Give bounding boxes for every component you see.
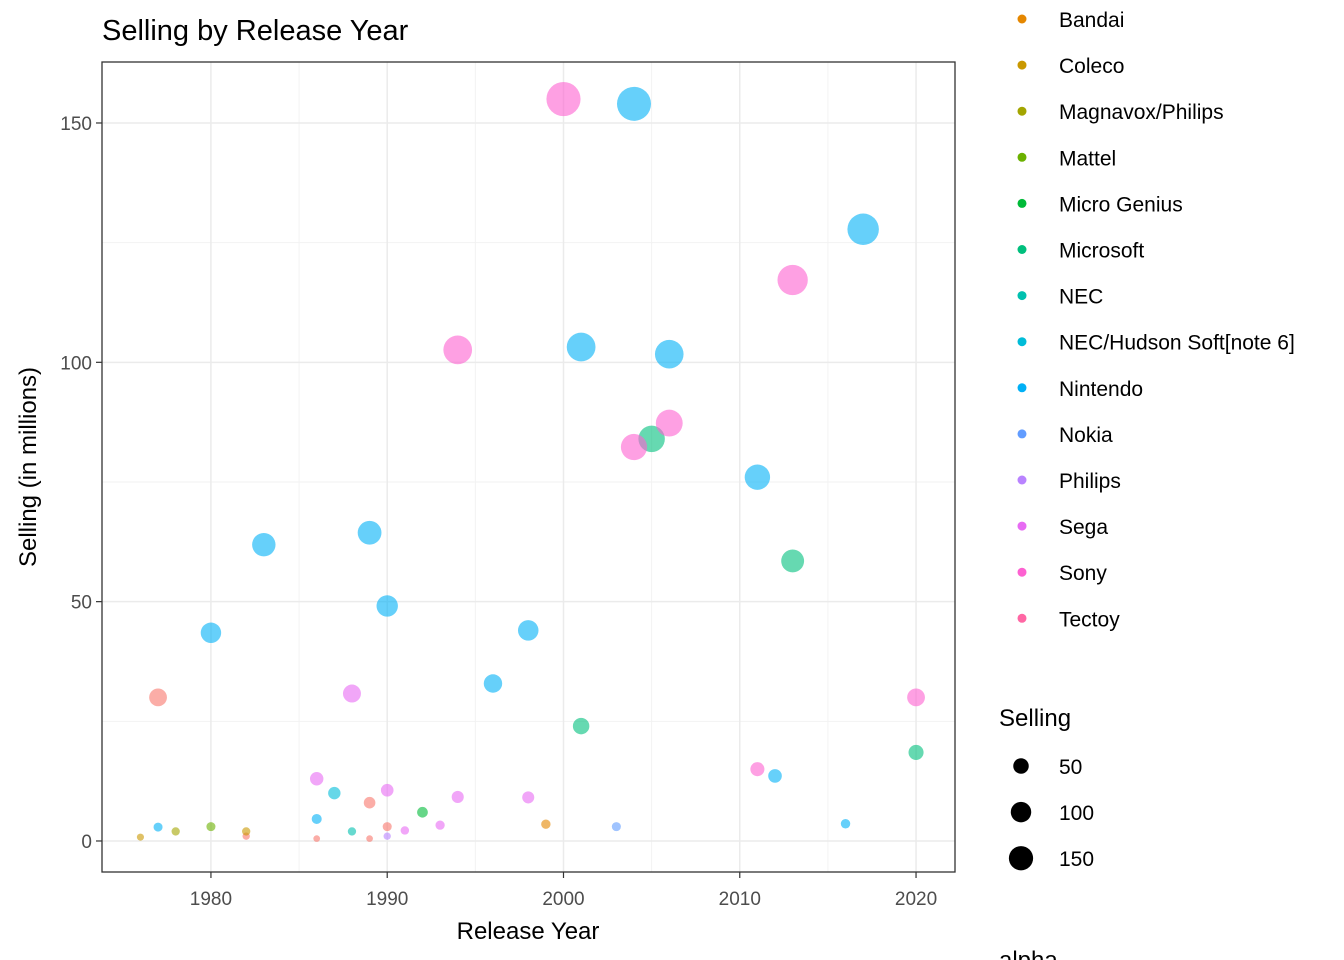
point (357, 520, 382, 545)
panel-border (101, 61, 956, 873)
legend-swatch (1017, 291, 1027, 301)
legend-label: Sony (1059, 562, 1107, 585)
point (768, 769, 782, 783)
x-tick-label: 1980 (190, 889, 232, 910)
point (400, 826, 410, 835)
point (522, 791, 535, 804)
point (342, 684, 361, 703)
legend-label: 100 (1059, 802, 1094, 825)
point (541, 819, 551, 829)
legend-swatch (1017, 106, 1027, 116)
point (451, 790, 464, 803)
legend-swatch (1017, 475, 1027, 485)
legend-label: Nokia (1059, 424, 1113, 447)
y-tick-label: 50 (71, 593, 92, 614)
x-tick-label: 2000 (542, 889, 584, 910)
y-axis-title: Selling (in millions) (15, 367, 42, 567)
point (153, 822, 163, 832)
point (908, 744, 924, 760)
point (206, 822, 216, 832)
point (376, 595, 398, 617)
point (435, 820, 445, 830)
point (781, 549, 805, 573)
legend-label: Sega (1059, 516, 1108, 539)
point (347, 827, 357, 836)
legend-label: Microsoft (1059, 240, 1144, 263)
legend-title: Selling (999, 705, 1071, 732)
size-legend-swatch (1008, 846, 1034, 871)
legend-swatch (1017, 429, 1027, 439)
point (366, 835, 373, 842)
point (136, 833, 144, 841)
point (517, 620, 539, 641)
legend-label: Nintendo (1059, 378, 1143, 401)
legend-swatch (1017, 567, 1027, 577)
point (750, 762, 765, 777)
point (328, 786, 341, 800)
chart-title: Selling by Release Year (102, 15, 409, 47)
point (383, 832, 391, 840)
point (840, 819, 851, 829)
point (847, 213, 879, 245)
legend-label: Philips (1059, 470, 1121, 493)
point (572, 717, 590, 735)
point (417, 806, 428, 818)
point (149, 688, 167, 707)
x-tick-label: 2020 (895, 889, 937, 910)
point (777, 264, 808, 296)
point (313, 835, 321, 842)
legend-label: NEC (1059, 286, 1103, 309)
y-tick-label: 0 (81, 832, 92, 853)
point (546, 81, 581, 117)
point (242, 827, 251, 836)
legend-swatch (1017, 337, 1027, 347)
x-tick-label: 2010 (719, 889, 761, 910)
point (311, 813, 322, 824)
legend-swatch (1017, 198, 1027, 208)
point (382, 822, 392, 832)
legend-label: NEC/Hudson Soft[note 6] (1059, 332, 1295, 355)
y-tick-label: 150 (60, 114, 92, 135)
legend-label: Tectoy (1059, 608, 1120, 631)
point (616, 86, 652, 121)
legend-label: Micro Genius (1059, 193, 1183, 216)
size-legend-swatch (1010, 801, 1032, 823)
point (309, 772, 324, 786)
legend-label: Bandai (1059, 9, 1124, 32)
legend-title: alpha (999, 947, 1058, 960)
point (200, 622, 222, 643)
point (654, 339, 684, 369)
point (483, 674, 503, 693)
legend-label: 50 (1059, 756, 1082, 779)
point (252, 532, 276, 557)
x-tick-label: 1990 (366, 889, 408, 910)
point (566, 332, 596, 362)
legend-label: Coleco (1059, 55, 1124, 78)
point (655, 409, 683, 437)
legend-swatch (1017, 60, 1027, 70)
legend-swatch (1017, 383, 1027, 393)
point (907, 688, 925, 707)
legend-swatch (1017, 521, 1027, 531)
legend-label: Magnavox/Philips (1059, 101, 1224, 124)
point (744, 464, 771, 490)
size-legend-swatch (1013, 758, 1029, 774)
y-tick-label: 100 (60, 353, 92, 374)
legend-label: 150 (1059, 848, 1094, 871)
legend-label: Mattel (1059, 147, 1116, 170)
legend-swatch (1017, 152, 1027, 162)
legend-swatch (1017, 245, 1027, 254)
point (443, 335, 473, 365)
point (363, 796, 376, 809)
point (380, 783, 394, 797)
point (611, 822, 621, 832)
point (620, 433, 648, 461)
legend-swatch (1017, 613, 1027, 623)
legend-swatch (1017, 14, 1027, 24)
x-axis-title: Release Year (457, 918, 600, 945)
point (171, 827, 180, 836)
